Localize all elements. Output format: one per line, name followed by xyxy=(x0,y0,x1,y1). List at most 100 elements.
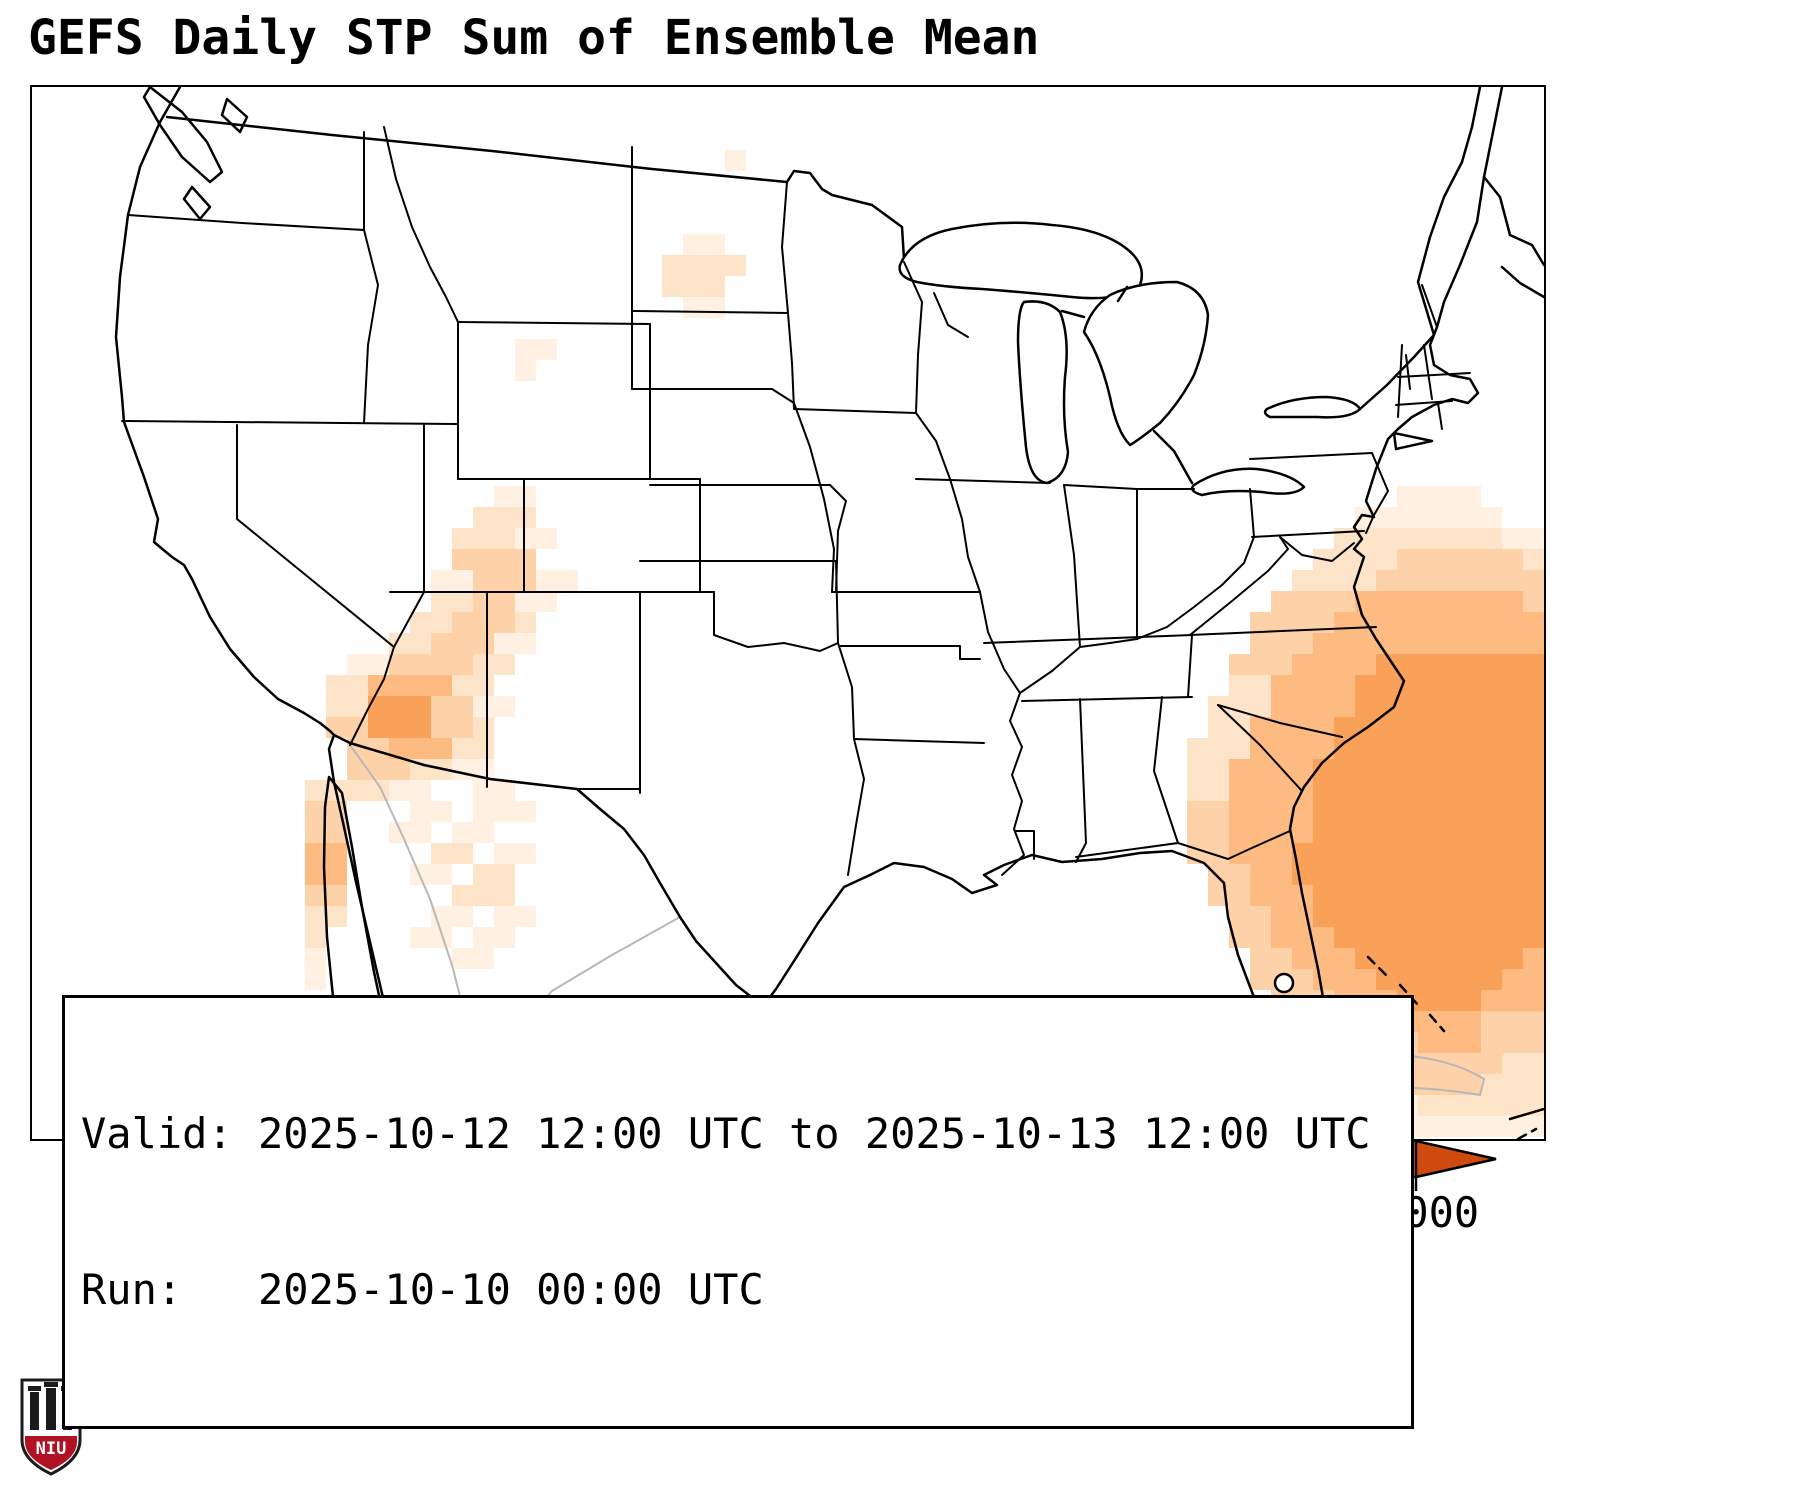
stp-heatmap-cell xyxy=(1292,696,1313,717)
stp-heatmap-cell xyxy=(1460,486,1481,507)
stp-heatmap-cell xyxy=(1397,843,1418,864)
stp-heatmap-cell xyxy=(1208,717,1229,738)
stp-heatmap-cell xyxy=(1439,759,1460,780)
stp-heatmap-cell xyxy=(515,612,536,633)
stp-heatmap-cell xyxy=(410,654,431,675)
run-line: Run: 2025-10-10 00:00 UTC xyxy=(81,1265,764,1314)
stp-heatmap-cell xyxy=(515,633,536,654)
stp-heatmap-cell xyxy=(1250,822,1271,843)
stp-heatmap-cell xyxy=(1355,654,1376,675)
stp-heatmap-cell xyxy=(1397,801,1418,822)
stp-heatmap-cell xyxy=(431,738,452,759)
stp-heatmap-cell xyxy=(1502,843,1523,864)
stp-heatmap-cell xyxy=(1439,1032,1460,1053)
stp-heatmap-cell xyxy=(1523,906,1544,927)
stp-heatmap-cell xyxy=(389,675,410,696)
stp-heatmap-cell xyxy=(1376,570,1397,591)
stp-heatmap-cell xyxy=(1397,885,1418,906)
stp-heatmap-cell xyxy=(1292,927,1313,948)
stp-heatmap-cell xyxy=(410,633,431,654)
stp-heatmap-cell xyxy=(1397,486,1418,507)
stp-heatmap-cell xyxy=(1502,528,1523,549)
stp-heatmap-cell xyxy=(515,339,536,360)
stp-heatmap-cell xyxy=(1334,696,1355,717)
stp-heatmap-cell xyxy=(515,843,536,864)
stp-heatmap-cell xyxy=(1502,591,1523,612)
stp-heatmap-cell xyxy=(1376,738,1397,759)
stp-heatmap-cell xyxy=(1376,549,1397,570)
stp-heatmap-cell xyxy=(410,780,431,801)
stp-heatmap-cell xyxy=(1334,549,1355,570)
stp-heatmap-cell xyxy=(1439,1011,1460,1032)
stp-heatmap-cell xyxy=(1460,822,1481,843)
stp-heatmap-cell xyxy=(1439,717,1460,738)
stp-heatmap-cell xyxy=(431,906,452,927)
stp-heatmap-cell xyxy=(494,864,515,885)
stp-heatmap-cell xyxy=(1397,738,1418,759)
stp-heatmap-cell xyxy=(1481,927,1502,948)
stp-heatmap-cell xyxy=(1460,612,1481,633)
stp-heatmap-cell xyxy=(1355,780,1376,801)
stp-heatmap-cell xyxy=(1292,675,1313,696)
stp-heatmap-cell xyxy=(410,927,431,948)
stp-heatmap-cell xyxy=(1523,528,1544,549)
stp-heatmap-cell xyxy=(1502,885,1523,906)
stp-heatmap-cell xyxy=(1229,906,1250,927)
stp-heatmap-cell xyxy=(1334,633,1355,654)
stp-heatmap-cell xyxy=(1334,759,1355,780)
stp-heatmap-cell xyxy=(1418,969,1439,990)
stp-heatmap-cell xyxy=(1271,612,1292,633)
stp-heatmap-cell xyxy=(725,255,746,276)
stp-heatmap-cell xyxy=(1481,801,1502,822)
stp-heatmap-cell xyxy=(1481,717,1502,738)
stp-heatmap-cell xyxy=(431,801,452,822)
stp-heatmap-cell xyxy=(1523,633,1544,654)
stp-heatmap-cell xyxy=(1439,633,1460,654)
stp-heatmap-cell xyxy=(1229,654,1250,675)
stp-heatmap-cell xyxy=(1502,1116,1523,1137)
stp-heatmap-cell xyxy=(1418,1011,1439,1032)
stp-heatmap-cell xyxy=(347,675,368,696)
stp-heatmap-cell xyxy=(683,255,704,276)
stp-heatmap-cell xyxy=(1334,927,1355,948)
stp-heatmap-cell xyxy=(473,612,494,633)
stp-heatmap-cell xyxy=(1502,1074,1523,1095)
stp-heatmap-cell xyxy=(1271,780,1292,801)
stp-heatmap-cell xyxy=(473,822,494,843)
stp-heatmap-cell xyxy=(1418,780,1439,801)
stp-heatmap-cell xyxy=(1355,528,1376,549)
stp-heatmap-cell xyxy=(1271,948,1292,969)
stp-heatmap-cell xyxy=(1187,822,1208,843)
stp-heatmap-cell xyxy=(1313,948,1334,969)
stp-heatmap-cell xyxy=(1376,885,1397,906)
stp-heatmap-cell xyxy=(1418,528,1439,549)
stp-heatmap-cell xyxy=(1460,780,1481,801)
stp-heatmap-cell xyxy=(494,654,515,675)
stp-heatmap-cell xyxy=(305,885,326,906)
stp-heatmap-cell xyxy=(305,843,326,864)
stp-heatmap-cell xyxy=(1250,696,1271,717)
stp-heatmap-cell xyxy=(1460,1032,1481,1053)
stp-heatmap-cell xyxy=(1439,801,1460,822)
stp-heatmap-cell xyxy=(473,549,494,570)
stp-heatmap-cell xyxy=(1502,654,1523,675)
stp-heatmap-cell xyxy=(683,234,704,255)
stp-heatmap-cell xyxy=(410,864,431,885)
stp-heatmap-cell xyxy=(1481,675,1502,696)
stp-heatmap-cell xyxy=(1502,780,1523,801)
stp-heatmap-cell xyxy=(1418,1074,1439,1095)
stp-heatmap-cell xyxy=(1313,633,1334,654)
stp-heatmap-cell xyxy=(1208,759,1229,780)
stp-heatmap-cell xyxy=(1481,612,1502,633)
stp-heatmap-cell xyxy=(1481,1074,1502,1095)
stp-heatmap-cell xyxy=(1418,1053,1439,1074)
stp-heatmap-cell xyxy=(1481,696,1502,717)
stp-heatmap-cell xyxy=(1439,507,1460,528)
stp-heatmap-cell xyxy=(494,507,515,528)
stp-heatmap-cell xyxy=(494,906,515,927)
stp-heatmap-cell xyxy=(1397,759,1418,780)
stp-heatmap-cell xyxy=(1355,570,1376,591)
stp-heatmap-cell xyxy=(452,843,473,864)
stp-heatmap-cell xyxy=(1355,759,1376,780)
